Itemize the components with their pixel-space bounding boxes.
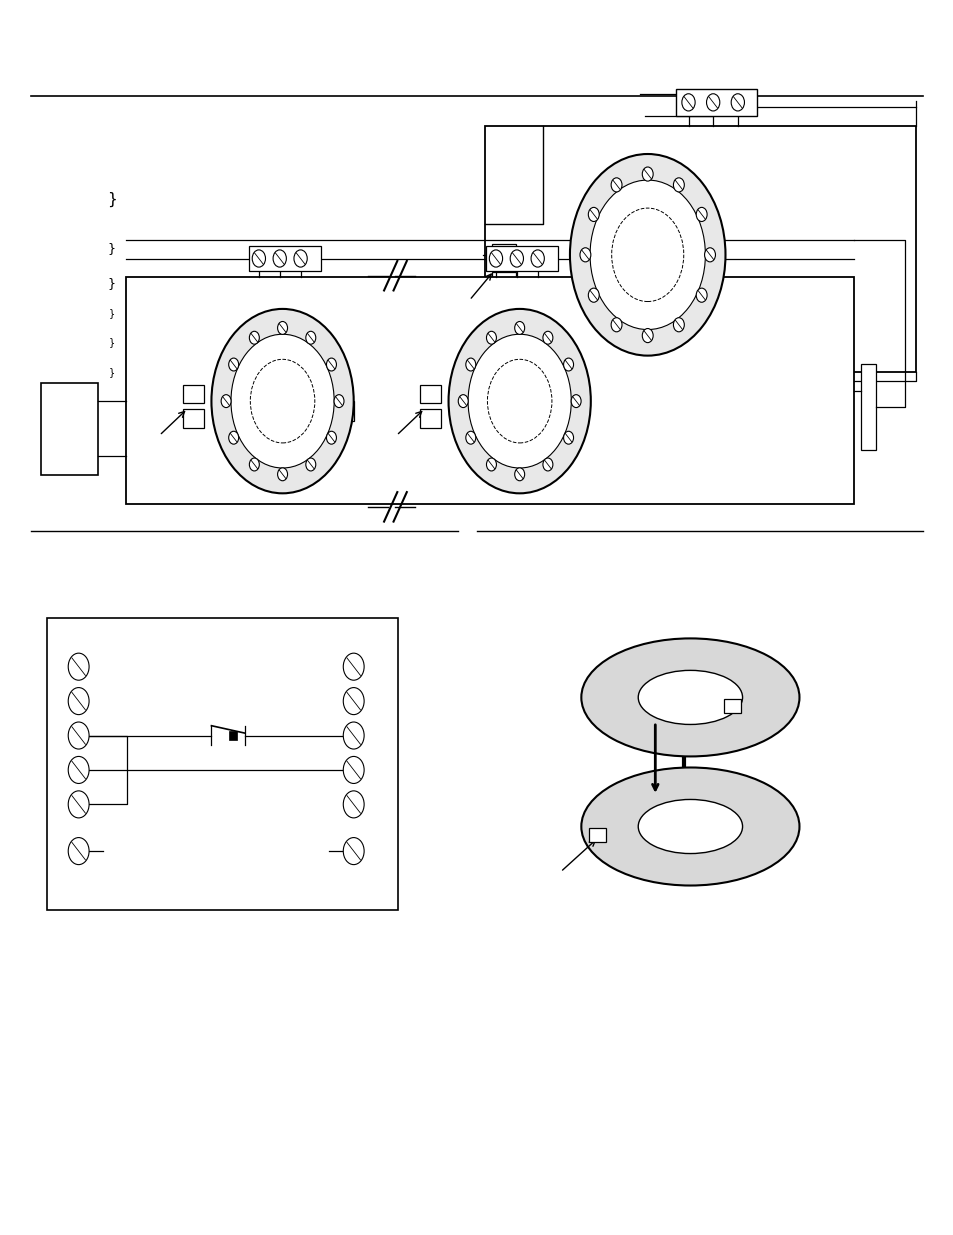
Bar (249, 246, 320, 270)
Circle shape (531, 249, 544, 267)
Circle shape (212, 309, 354, 493)
Ellipse shape (580, 638, 799, 756)
Circle shape (696, 288, 706, 303)
Bar (574, 310, 640, 332)
Circle shape (277, 321, 287, 335)
Circle shape (515, 321, 524, 335)
Circle shape (611, 317, 621, 332)
Circle shape (571, 395, 580, 408)
Circle shape (249, 331, 259, 345)
Circle shape (448, 309, 590, 493)
Circle shape (231, 335, 334, 468)
Bar (543, 369, 628, 394)
Circle shape (706, 94, 720, 111)
Circle shape (326, 431, 336, 445)
Bar (861, 364, 876, 451)
Circle shape (249, 458, 259, 471)
Circle shape (277, 468, 287, 480)
Circle shape (343, 722, 364, 750)
Circle shape (641, 167, 653, 182)
Bar (41, 383, 97, 475)
Text: }: } (109, 367, 115, 377)
Circle shape (343, 653, 364, 680)
Circle shape (465, 431, 476, 445)
Circle shape (343, 837, 364, 864)
Text: }: } (109, 337, 115, 347)
Circle shape (486, 458, 496, 471)
Circle shape (542, 331, 553, 345)
Bar (588, 827, 605, 842)
Bar (486, 246, 558, 270)
Bar (419, 409, 440, 427)
Text: }: } (108, 277, 115, 289)
Bar (531, 401, 587, 421)
Circle shape (326, 358, 336, 370)
Circle shape (465, 358, 476, 370)
Circle shape (611, 178, 621, 191)
Circle shape (569, 154, 724, 356)
Circle shape (590, 180, 704, 330)
Circle shape (563, 431, 573, 445)
Ellipse shape (638, 799, 741, 853)
Circle shape (457, 395, 468, 408)
Circle shape (588, 207, 598, 221)
Text: }: } (108, 242, 115, 256)
Circle shape (641, 329, 653, 342)
Circle shape (704, 248, 715, 262)
Circle shape (696, 207, 706, 221)
Bar (230, 731, 236, 741)
Circle shape (343, 756, 364, 783)
Circle shape (730, 94, 743, 111)
Circle shape (306, 331, 315, 345)
Circle shape (229, 431, 238, 445)
Bar (492, 272, 516, 294)
Circle shape (306, 458, 315, 471)
Bar (48, 618, 397, 910)
Bar (183, 384, 204, 403)
Bar (126, 277, 854, 504)
Circle shape (229, 358, 238, 370)
Circle shape (294, 249, 307, 267)
Circle shape (334, 395, 344, 408)
Bar (722, 699, 740, 714)
Ellipse shape (638, 671, 741, 725)
Circle shape (343, 688, 364, 715)
Text: }: } (109, 308, 115, 317)
Bar (484, 126, 915, 372)
Circle shape (510, 249, 523, 267)
Circle shape (468, 335, 571, 468)
Circle shape (69, 756, 89, 783)
Circle shape (69, 790, 89, 818)
Circle shape (673, 178, 683, 191)
Circle shape (273, 249, 286, 267)
Bar (676, 89, 756, 116)
Circle shape (252, 249, 265, 267)
Circle shape (673, 317, 683, 332)
Circle shape (588, 288, 598, 303)
Text: }: } (107, 191, 116, 207)
Circle shape (221, 395, 231, 408)
Circle shape (681, 94, 695, 111)
Bar (183, 409, 204, 427)
Circle shape (69, 688, 89, 715)
Circle shape (69, 653, 89, 680)
Bar (685, 369, 780, 394)
Bar (419, 384, 440, 403)
Circle shape (69, 837, 89, 864)
Circle shape (343, 790, 364, 818)
Bar (296, 401, 354, 421)
Circle shape (563, 358, 573, 370)
Ellipse shape (580, 767, 799, 885)
Circle shape (489, 249, 502, 267)
Circle shape (486, 331, 496, 345)
Bar (492, 243, 516, 266)
Circle shape (515, 468, 524, 480)
Circle shape (542, 458, 553, 471)
Circle shape (579, 248, 590, 262)
Circle shape (69, 722, 89, 750)
